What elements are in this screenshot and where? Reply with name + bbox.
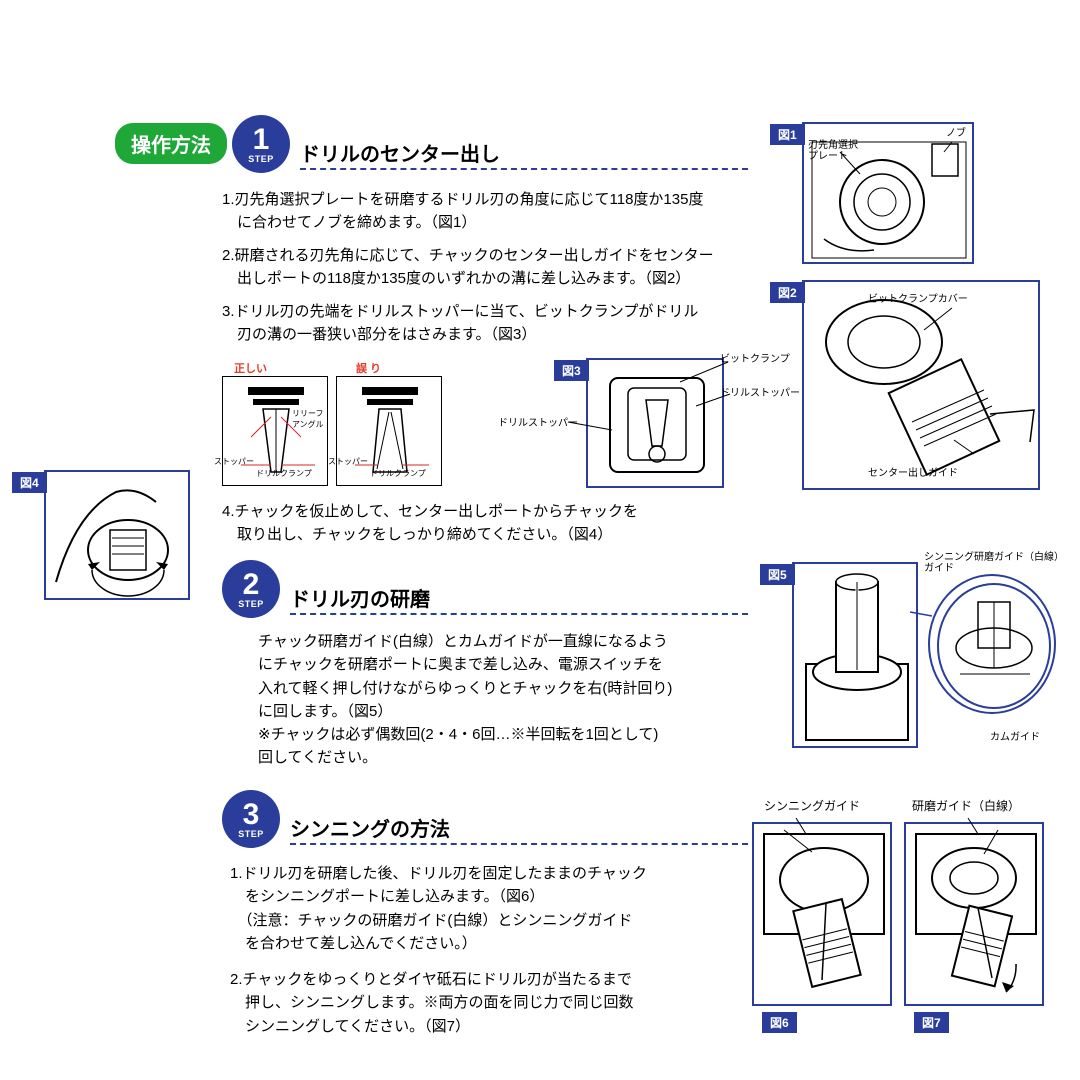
mini-correct-clamp: ドリルクランプ bbox=[256, 468, 312, 479]
figure-2-label: 図2 bbox=[770, 282, 805, 303]
step-2-divider bbox=[290, 613, 748, 615]
figure-2-box bbox=[802, 280, 1040, 490]
step-3-divider bbox=[290, 843, 748, 845]
figure-6-box bbox=[752, 822, 892, 1006]
figure-7-box bbox=[904, 822, 1044, 1006]
figure-5-label: 図5 bbox=[760, 564, 795, 585]
step-3-circle: 3 STEP bbox=[222, 790, 280, 848]
step-3-word: STEP bbox=[238, 830, 264, 839]
step-3-text-2: 2.チャックをゆっくりとダイヤ砥石にドリル刃が当たるまで 押し、シンニングします… bbox=[230, 968, 705, 1038]
mini-wrong-label: 誤 り bbox=[356, 360, 381, 376]
mini-wrong-clamp: ドリルクランプ bbox=[370, 468, 426, 479]
step-1-divider bbox=[300, 168, 748, 170]
step-1-number: 1 bbox=[253, 125, 270, 155]
figure-7-annot-1: 研磨ガイド（白線） bbox=[912, 800, 1020, 813]
figure-2-annot-2: センター出しガイド bbox=[868, 468, 958, 479]
step-1-text-3: 3.ドリル刃の先端をドリルストッパーに当て、ビットクランプがドリル 刃の溝の一番… bbox=[222, 300, 762, 347]
step-3-title: シンニングの方法 bbox=[290, 813, 450, 842]
figure-67-lines-icon bbox=[752, 816, 1052, 840]
figure-3-lines-icon bbox=[560, 356, 760, 496]
step-2-number: 2 bbox=[243, 570, 260, 600]
figure-5-zoom-line-icon bbox=[910, 594, 934, 634]
step-2-text: チャック研磨ガイド(白線）とカムガイドが一直線になるよう にチャックを研磨ポート… bbox=[258, 630, 748, 770]
figure-5-annot-2: 研磨ガイド（白線） bbox=[974, 552, 1064, 563]
figure-5-annot-3: カムガイド bbox=[990, 732, 1040, 743]
step-1-text-2: 2.研磨される刃先角に応じて、チャックのセンター出しガイドをセンター 出しポート… bbox=[222, 244, 762, 291]
figure-4-label: 図4 bbox=[12, 472, 47, 493]
figure-5-box bbox=[792, 562, 918, 748]
figure-6-annot-1: シンニングガイド bbox=[764, 800, 860, 813]
mini-correct-relief: リリーフ アングル bbox=[292, 408, 324, 430]
step-3-text-1: 1.ドリル刃を研磨した後、ドリル刃を固定したままのチャック をシンニングポートに… bbox=[230, 862, 705, 955]
figure-5-annot-1: シンニング ガイド bbox=[924, 552, 974, 574]
step-1-circle: 1 STEP bbox=[232, 115, 290, 173]
step-2-circle: 2 STEP bbox=[222, 560, 280, 618]
step-2-title: ドリル刃の研磨 bbox=[290, 583, 430, 612]
figure-2-annot-1: ビットクランプカバー bbox=[868, 294, 968, 305]
step-3-number: 3 bbox=[243, 800, 260, 830]
mini-wrong-stopper: ストッパー bbox=[328, 456, 368, 467]
mini-correct-label: 正しい bbox=[234, 360, 267, 376]
figure-3-label: 図3 bbox=[554, 360, 589, 381]
operation-method-badge: 操作方法 bbox=[115, 123, 227, 164]
figure-1-annot-2: ノブ bbox=[946, 128, 966, 139]
figure-1-annot-1: 刃先角選択 プレート bbox=[808, 140, 858, 162]
step-1-text-4: 4.チャックを仮止めして、センター出しポートからチャックを 取り出し、チャックを… bbox=[222, 500, 702, 547]
figure-5-zoom bbox=[928, 574, 1056, 714]
step-1-text-1: 1.刃先角選択プレートを研磨するドリル刃の角度に応じて118度か135度 に合わ… bbox=[222, 188, 762, 235]
mini-correct-stopper: ストッパー bbox=[214, 456, 254, 467]
figure-4-box bbox=[44, 470, 190, 600]
figure-1-label: 図1 bbox=[770, 124, 805, 145]
step-1-title: ドリルのセンター出し bbox=[300, 138, 500, 167]
figure-7-label: 図7 bbox=[914, 1012, 949, 1033]
step-1-word: STEP bbox=[248, 155, 274, 164]
step-2-word: STEP bbox=[238, 600, 264, 609]
figure-6-label: 図6 bbox=[762, 1012, 797, 1033]
